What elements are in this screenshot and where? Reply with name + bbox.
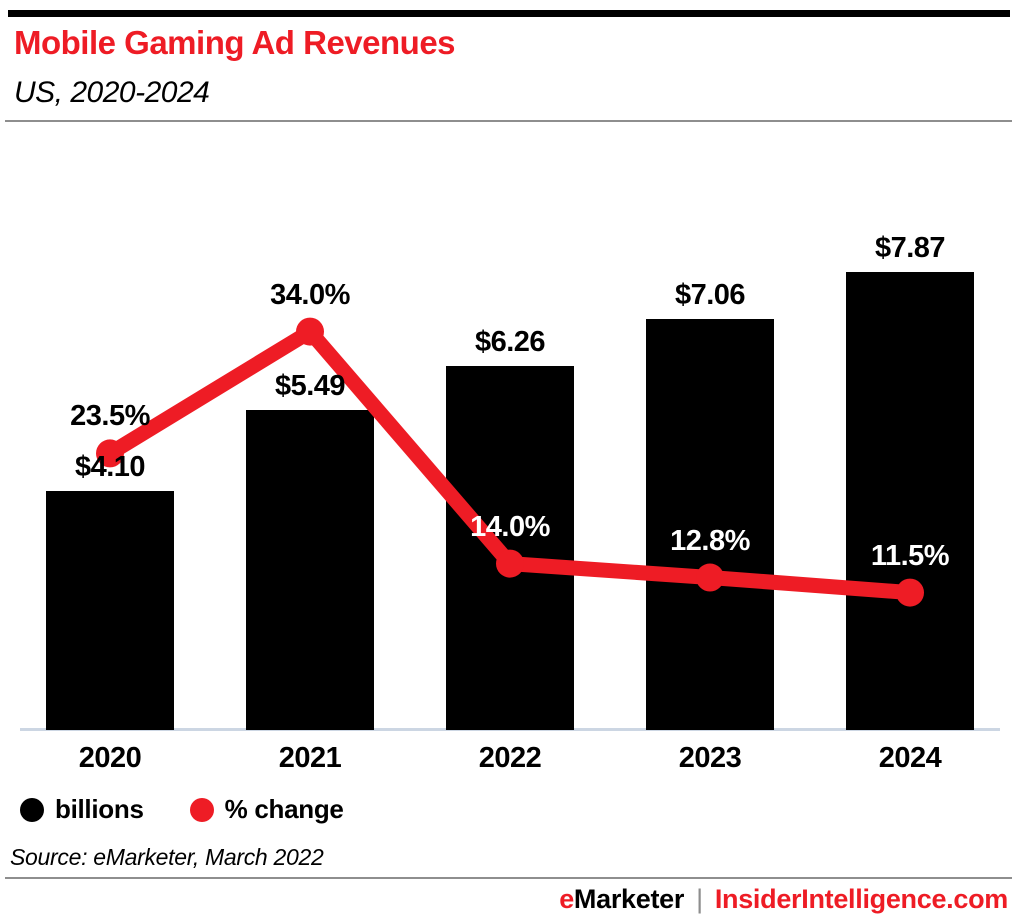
pct-change-label-2023: 12.8% <box>670 524 750 557</box>
pct-change-legend-dot-icon <box>189 797 214 822</box>
emarketer-logo-e: e <box>559 884 574 914</box>
pct-change-label-2024: 11.5% <box>870 539 950 572</box>
bar-2021 <box>246 410 374 730</box>
bar-value-label-2021: $5.49 <box>274 370 346 403</box>
chart-legend: billions % change <box>20 794 344 825</box>
line-point-2021 <box>296 317 324 346</box>
legend-label: % change <box>224 794 344 824</box>
bar-2022 <box>446 365 574 730</box>
bar-value-label-2022: $6.26 <box>474 325 546 358</box>
chart-subtitle: US, 2020-2024 <box>14 76 210 109</box>
legend-item-billions: billions <box>20 794 144 825</box>
header-divider <box>5 120 1012 122</box>
source-note: Source: eMarketer, March 2022 <box>10 844 324 870</box>
emarketer-logo-rest: Marketer <box>573 884 685 914</box>
bar-2024 <box>846 271 974 730</box>
pct-change-label-2020: 23.5% <box>70 400 150 433</box>
footer-separator: | <box>696 884 703 914</box>
pct-change-label-2021: 34.0% <box>270 278 350 311</box>
pct-change-label-2022: 14.0% <box>470 510 550 543</box>
chart-title: Mobile Gaming Ad Revenues <box>14 24 456 61</box>
top-rule <box>8 10 1010 17</box>
x-axis-label-2021: 2021 <box>278 742 342 774</box>
x-axis-label-2023: 2023 <box>678 742 742 774</box>
bar-value-label-2020: $4.10 <box>74 451 146 484</box>
legend-label: billions <box>55 794 144 824</box>
footer-brand-bar: eMarketer | InsiderIntelligence.com <box>559 884 1008 915</box>
bar-2020 <box>46 491 174 730</box>
insider-intelligence-link[interactable]: InsiderIntelligence.com <box>714 884 1008 914</box>
emarketer-logo: eMarketer <box>559 884 684 914</box>
footer-divider <box>5 877 1012 879</box>
bar-value-label-2024: $7.87 <box>874 231 946 264</box>
x-axis-label-2022: 2022 <box>478 742 542 774</box>
billions-legend-dot-icon <box>20 797 44 822</box>
x-axis-label-2024: 2024 <box>878 742 942 774</box>
bar-value-label-2023: $7.06 <box>674 279 746 312</box>
x-axis-label-2020: 2020 <box>78 742 142 774</box>
legend-item-pct-change: % change <box>189 794 344 825</box>
